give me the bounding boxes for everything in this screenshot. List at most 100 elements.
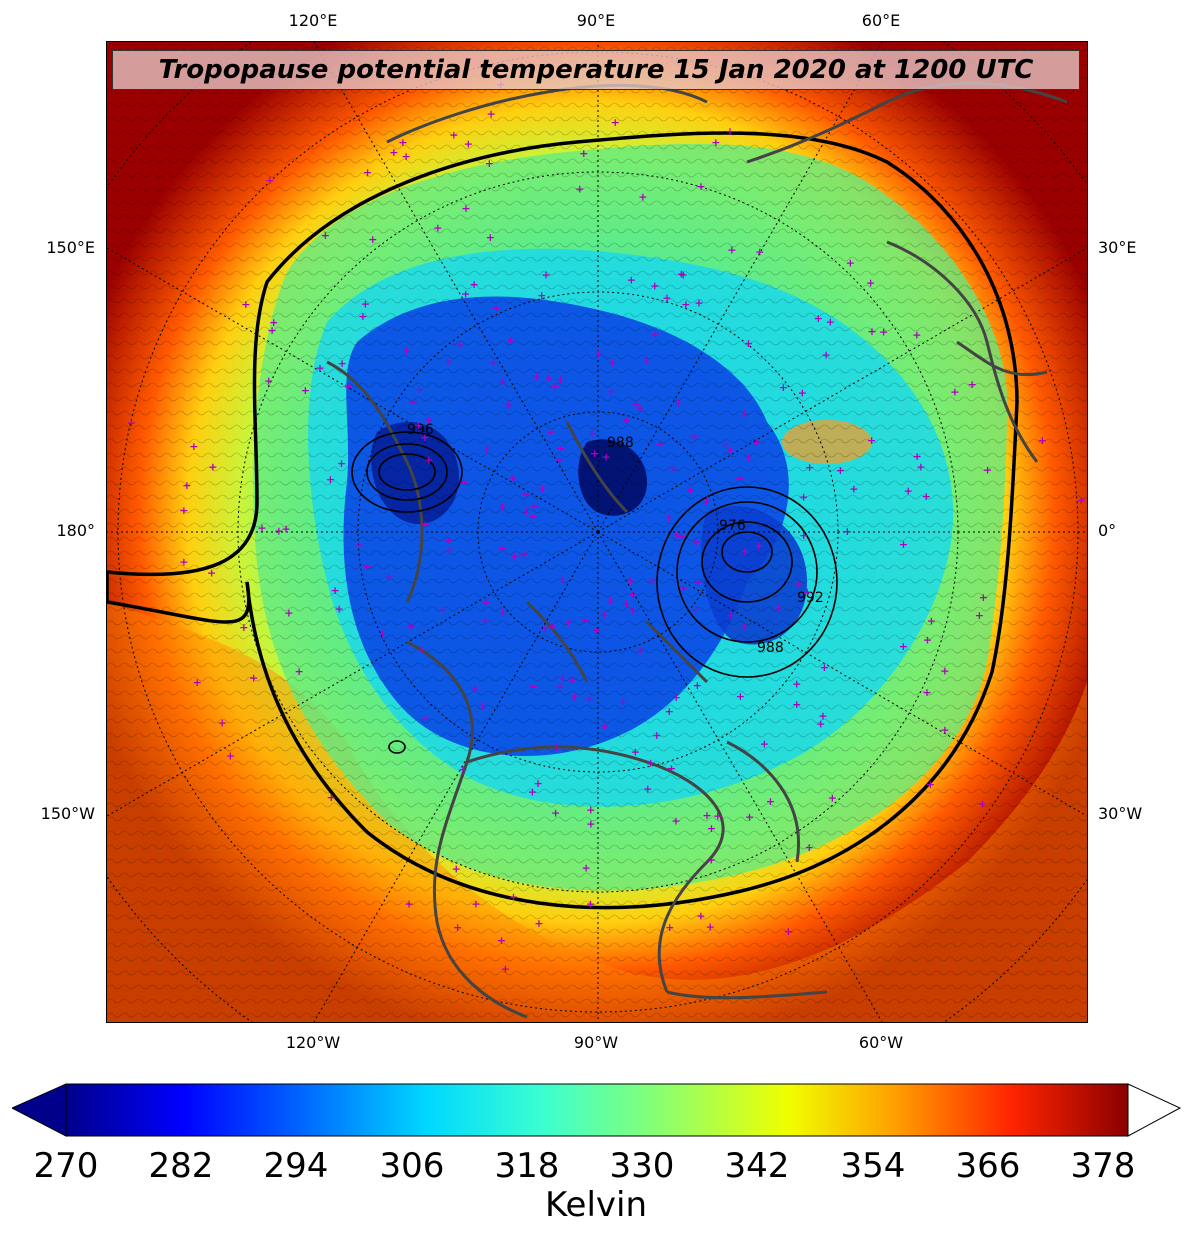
station-marker: +	[361, 298, 370, 311]
mslp-label: 988	[757, 640, 784, 656]
map-panel: 996 988 976 992 988 + + + + + + + + + + + + + + + + + + + +…	[106, 41, 1088, 1023]
station-marker: +	[414, 419, 423, 432]
station-marker: +	[631, 397, 640, 410]
station-marker: +	[866, 276, 875, 289]
station-marker: +	[433, 222, 442, 235]
station-marker: +	[927, 615, 936, 628]
station-marker: +	[358, 310, 367, 323]
station-marker: +	[445, 544, 454, 557]
station-marker: +	[818, 710, 827, 723]
station-marker: +	[489, 357, 498, 370]
station-marker: +	[601, 450, 610, 463]
colorbar-svg	[10, 1083, 1182, 1137]
station-marker: +	[482, 443, 491, 456]
station-marker: +	[398, 136, 407, 149]
station-marker: +	[766, 795, 775, 808]
mslp-contours	[351, 431, 838, 754]
station-marker: +	[650, 280, 659, 293]
tropopause-boundary	[107, 131, 1019, 910]
station-marker: +	[814, 312, 823, 325]
station-marker: +	[415, 383, 424, 396]
station-marker: +	[978, 797, 987, 810]
station-marker: +	[626, 574, 635, 587]
station-marker: +	[127, 416, 136, 429]
station-marker: +	[867, 434, 876, 447]
station-marker: +	[558, 671, 567, 684]
station-marker: +	[805, 841, 814, 854]
station-marker: +	[564, 616, 573, 629]
station-marker: +	[264, 374, 273, 387]
station-marker: +	[534, 917, 543, 930]
station-marker: +	[703, 493, 712, 506]
lon-label-top: 90°E	[576, 11, 616, 30]
station-marker: +	[207, 567, 216, 580]
station-marker: +	[707, 822, 716, 835]
station-marker: +	[706, 921, 715, 934]
station-marker: +	[635, 401, 644, 414]
station-marker: +	[528, 510, 537, 523]
station-marker: +	[635, 645, 644, 658]
station-marker: +	[453, 921, 462, 934]
station-marker: +	[404, 898, 413, 911]
station-marker: +	[179, 555, 188, 568]
station-marker: +	[239, 621, 248, 634]
station-marker: +	[265, 174, 274, 187]
station-marker: +	[641, 355, 650, 368]
station-marker: +	[267, 324, 276, 337]
colorbar-tick: 342	[724, 1146, 790, 1186]
station-marker: +	[803, 586, 812, 599]
station-marker: +	[805, 461, 814, 474]
station-marker: +	[522, 505, 531, 518]
station-marker: +	[655, 437, 664, 450]
station-marker: +	[585, 693, 594, 706]
station-marker: +	[218, 717, 227, 730]
lon-label-bottom: 90°W	[573, 1033, 619, 1052]
station-marker: +	[294, 665, 303, 678]
station-marker: +	[179, 504, 188, 517]
station-marker: +	[622, 597, 631, 610]
station-marker: +	[846, 257, 855, 270]
station-marker: +	[651, 328, 660, 341]
station-marker: +	[821, 349, 830, 362]
station-marker: +	[315, 361, 324, 374]
station-marker: +	[444, 534, 453, 547]
station-marker: +	[368, 233, 377, 246]
colorbar-label: Kelvin	[544, 1185, 648, 1225]
station-marker: +	[326, 473, 335, 486]
mslp-label: 992	[797, 590, 824, 606]
station-marker: +	[481, 615, 490, 628]
longitude-graticule	[107, 42, 1087, 1022]
map-title: Tropopause potential temperature 15 Jan …	[158, 55, 1034, 85]
station-marker: +	[471, 898, 480, 911]
lon-label-bottom: 120°W	[285, 1033, 341, 1052]
station-marker: +	[498, 605, 507, 618]
coastlines	[326, 81, 1068, 1019]
title-box: Tropopause potential temperature 15 Jan …	[112, 50, 1080, 90]
station-marker: +	[713, 810, 722, 823]
station-marker: +	[469, 278, 478, 291]
lon-label-right: 0°	[1098, 521, 1117, 540]
station-marker: +	[532, 371, 541, 384]
station-marker: +	[696, 910, 705, 923]
station-marker: +	[274, 525, 283, 538]
station-marker: +	[677, 530, 686, 543]
station-marker: +	[581, 862, 590, 875]
station-marker: +	[575, 183, 584, 196]
station-marker: +	[486, 231, 495, 244]
lon-label-left: 150°W	[40, 804, 95, 823]
station-marker: +	[693, 679, 702, 692]
station-marker: +	[504, 399, 513, 412]
station-marker: +	[470, 682, 479, 695]
station-marker: +	[592, 624, 601, 637]
station-marker: +	[736, 690, 745, 703]
station-marker: +	[401, 150, 410, 163]
colorbar-extend-low	[10, 1083, 67, 1137]
station-marker: +	[538, 483, 547, 496]
station-marker: +	[459, 476, 468, 489]
station-marker: +	[464, 138, 473, 151]
station-marker: +	[497, 934, 506, 947]
station-marker: +	[541, 268, 550, 281]
station-marker: +	[677, 268, 686, 281]
station-marker: +	[820, 661, 829, 674]
station-marker: +	[755, 246, 764, 259]
